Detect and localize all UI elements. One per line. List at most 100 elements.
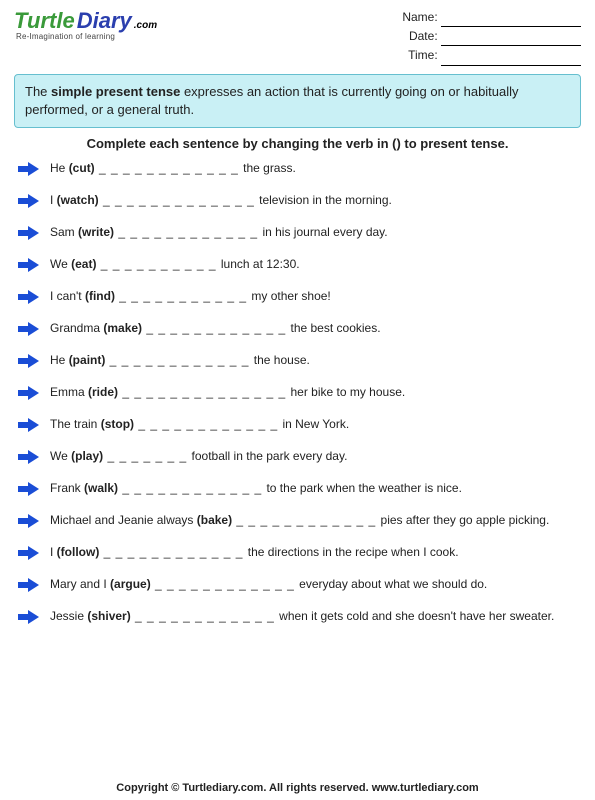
- meta-block: Name: Date: Time:: [402, 8, 581, 66]
- sentence: The train (stop) _ _ _ _ _ _ _ _ _ _ _ _…: [50, 417, 349, 433]
- meta-date-line[interactable]: [441, 34, 581, 46]
- sentence-blank[interactable]: _ _ _ _ _ _ _ _ _ _ _ _: [105, 353, 253, 367]
- sentence-post: lunch at 12:30.: [221, 257, 300, 271]
- sentence-post: in New York.: [282, 417, 349, 431]
- list-item: Emma (ride) _ _ _ _ _ _ _ _ _ _ _ _ _ _ …: [18, 385, 581, 401]
- sentence-blank[interactable]: _ _ _ _ _ _ _ _ _ _ _ _ _: [99, 193, 259, 207]
- arrow-icon: [18, 225, 40, 241]
- sentence-verb: (walk): [84, 481, 118, 495]
- sentence: Frank (walk) _ _ _ _ _ _ _ _ _ _ _ _ to …: [50, 481, 462, 497]
- list-item: He (cut) _ _ _ _ _ _ _ _ _ _ _ _ the gra…: [18, 161, 581, 177]
- sentence-pre: I: [50, 193, 57, 207]
- info-prefix: The: [25, 84, 51, 99]
- meta-name-line[interactable]: [441, 15, 581, 27]
- meta-time-line[interactable]: [441, 54, 581, 66]
- sentence: He (paint) _ _ _ _ _ _ _ _ _ _ _ _ the h…: [50, 353, 310, 369]
- sentence-pre: I can't: [50, 289, 85, 303]
- arrow-icon: [18, 289, 40, 305]
- list-item: I (follow) _ _ _ _ _ _ _ _ _ _ _ _ the d…: [18, 545, 581, 561]
- arrow-icon: [18, 545, 40, 561]
- sentence-blank[interactable]: _ _ _ _ _ _ _ _ _ _ _ _: [114, 225, 262, 239]
- sentence-pre: We: [50, 257, 71, 271]
- sentence: I (watch) _ _ _ _ _ _ _ _ _ _ _ _ _ tele…: [50, 193, 392, 209]
- sentence-blank[interactable]: _ _ _ _ _ _ _ _ _ _ _: [115, 289, 251, 303]
- arrow-icon: [18, 513, 40, 529]
- sentence: Grandma (make) _ _ _ _ _ _ _ _ _ _ _ _ t…: [50, 321, 381, 337]
- sentence-blank[interactable]: _ _ _ _ _ _ _ _ _ _ _ _: [142, 321, 290, 335]
- arrow-icon: [18, 577, 40, 593]
- meta-name-label: Name:: [402, 10, 437, 24]
- sentence: Michael and Jeanie always (bake) _ _ _ _…: [50, 513, 549, 529]
- sentence-verb: (find): [85, 289, 115, 303]
- sentence-pre: We: [50, 449, 71, 463]
- sentence-post: my other shoe!: [251, 289, 330, 303]
- sentence-pre: I: [50, 545, 57, 559]
- sentence-post: to the park when the weather is nice.: [266, 481, 461, 495]
- sentence-post: the house.: [254, 353, 310, 367]
- sentence-blank[interactable]: _ _ _ _ _ _ _ _ _ _ _ _: [232, 513, 380, 527]
- sentence-pre: Sam: [50, 225, 78, 239]
- arrow-icon: [18, 353, 40, 369]
- sentence-blank[interactable]: _ _ _ _ _ _ _ _ _ _: [96, 257, 220, 271]
- meta-name-row: Name:: [402, 8, 581, 27]
- logo-block: Turtle Diary .com Re-Imagination of lear…: [14, 8, 157, 41]
- sentence-pre: Frank: [50, 481, 84, 495]
- sentence-pre: He: [50, 161, 69, 175]
- list-item: Frank (walk) _ _ _ _ _ _ _ _ _ _ _ _ to …: [18, 481, 581, 497]
- meta-date-row: Date:: [402, 27, 581, 46]
- sentence-blank[interactable]: _ _ _ _ _ _ _ _ _ _ _ _: [131, 609, 279, 623]
- meta-time-row: Time:: [402, 46, 581, 65]
- sentence-pre: Jessie: [50, 609, 87, 623]
- list-item: He (paint) _ _ _ _ _ _ _ _ _ _ _ _ the h…: [18, 353, 581, 369]
- sentence-post: football in the park every day.: [192, 449, 348, 463]
- list-item: We (play) _ _ _ _ _ _ _ football in the …: [18, 449, 581, 465]
- sentence-pre: The train: [50, 417, 101, 431]
- sentence-post: the directions in the recipe when I cook…: [248, 545, 459, 559]
- sentence: We (eat) _ _ _ _ _ _ _ _ _ _ lunch at 12…: [50, 257, 300, 273]
- list-item: The train (stop) _ _ _ _ _ _ _ _ _ _ _ _…: [18, 417, 581, 433]
- sentence-verb: (make): [103, 321, 142, 335]
- sentence: We (play) _ _ _ _ _ _ _ football in the …: [50, 449, 347, 465]
- header: Turtle Diary .com Re-Imagination of lear…: [14, 8, 581, 66]
- sentence: Emma (ride) _ _ _ _ _ _ _ _ _ _ _ _ _ _ …: [50, 385, 405, 401]
- arrow-icon: [18, 161, 40, 177]
- sentence-verb: (cut): [69, 161, 95, 175]
- sentence-post: everyday about what we should do.: [299, 577, 487, 591]
- arrow-icon: [18, 481, 40, 497]
- list-item: Grandma (make) _ _ _ _ _ _ _ _ _ _ _ _ t…: [18, 321, 581, 337]
- sentence-pre: Emma: [50, 385, 88, 399]
- arrow-icon: [18, 257, 40, 273]
- sentence-blank[interactable]: _ _ _ _ _ _ _ _ _ _ _ _: [99, 545, 247, 559]
- sentence-post: television in the morning.: [259, 193, 392, 207]
- list-item: I can't (find) _ _ _ _ _ _ _ _ _ _ _ my …: [18, 289, 581, 305]
- list-item: I (watch) _ _ _ _ _ _ _ _ _ _ _ _ _ tele…: [18, 193, 581, 209]
- sentence-pre: He: [50, 353, 69, 367]
- sentence: I (follow) _ _ _ _ _ _ _ _ _ _ _ _ the d…: [50, 545, 459, 561]
- logo-word1: Turtle: [14, 8, 75, 34]
- instruction: Complete each sentence by changing the v…: [14, 136, 581, 151]
- sentence-verb: (write): [78, 225, 114, 239]
- sentence-blank[interactable]: _ _ _ _ _ _ _: [103, 449, 191, 463]
- info-box: The simple present tense expresses an ac…: [14, 74, 581, 128]
- sentence-blank[interactable]: _ _ _ _ _ _ _ _ _ _ _ _: [118, 481, 266, 495]
- sentence-blank[interactable]: _ _ _ _ _ _ _ _ _ _ _ _: [134, 417, 282, 431]
- arrow-icon: [18, 609, 40, 625]
- list-item: We (eat) _ _ _ _ _ _ _ _ _ _ lunch at 12…: [18, 257, 581, 273]
- arrow-icon: [18, 417, 40, 433]
- logo-word2: Diary: [77, 8, 132, 34]
- sentence: I can't (find) _ _ _ _ _ _ _ _ _ _ _ my …: [50, 289, 331, 305]
- sentence-verb: (play): [71, 449, 103, 463]
- meta-date-label: Date:: [409, 29, 438, 43]
- list-item: Mary and I (argue) _ _ _ _ _ _ _ _ _ _ _…: [18, 577, 581, 593]
- logo: Turtle Diary .com: [14, 8, 157, 34]
- sentence-pre: Michael and Jeanie always: [50, 513, 197, 527]
- sentence-blank[interactable]: _ _ _ _ _ _ _ _ _ _ _ _: [151, 577, 299, 591]
- sentence-pre: Grandma: [50, 321, 103, 335]
- list-item: Jessie (shiver) _ _ _ _ _ _ _ _ _ _ _ _ …: [18, 609, 581, 625]
- sentence-blank[interactable]: _ _ _ _ _ _ _ _ _ _ _ _ _ _: [118, 385, 290, 399]
- sentence-verb: (follow): [57, 545, 100, 559]
- arrow-icon: [18, 449, 40, 465]
- sentence-blank[interactable]: _ _ _ _ _ _ _ _ _ _ _ _: [95, 161, 243, 175]
- logo-suffix: .com: [134, 20, 157, 31]
- info-term: simple present tense: [51, 84, 180, 99]
